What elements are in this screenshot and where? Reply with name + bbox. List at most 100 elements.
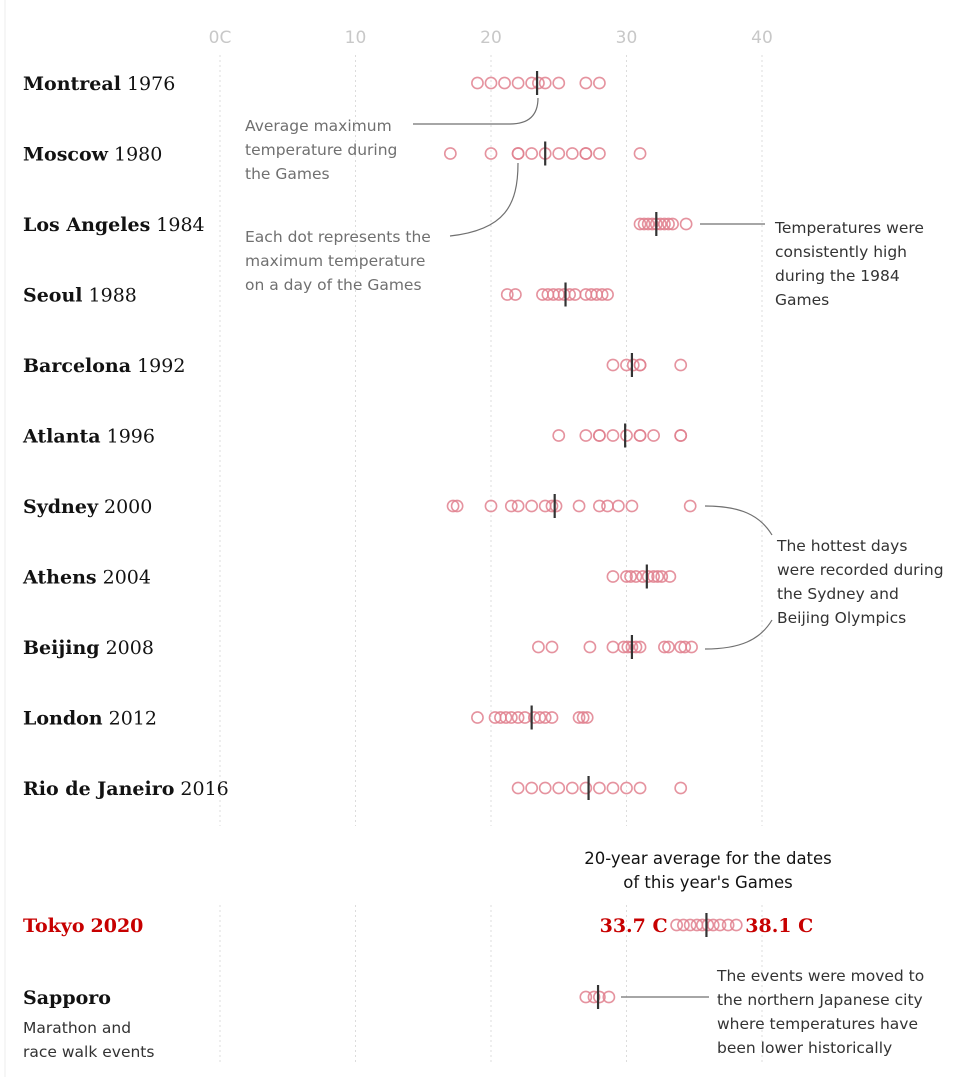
row-seoul-1988-label: Seoul 1988	[23, 285, 137, 307]
row-los-angeles-1984-dot-2	[641, 217, 655, 231]
row-rio-de-janeiro-2016-dot-1	[525, 781, 539, 795]
row-barcelona-1992-label: Barcelona 1992	[23, 355, 185, 377]
row-tokyo-2020-dot-1	[677, 918, 690, 932]
row-beijing-2008-dot-4	[617, 640, 631, 654]
annotation-hottest: The hottest days were recorded during th…	[704, 505, 944, 650]
row-tokyo-2020-dot-2	[683, 918, 697, 932]
row-barcelona-1992-dot-0	[606, 358, 620, 372]
annotation-sapporo-line-4: been lower historically	[717, 1039, 892, 1057]
annotation-sapporo: The events were moved to the northern Ja…	[621, 967, 924, 1057]
row-los-angeles-1984-city: Los Angeles	[23, 214, 150, 236]
row-atlanta-1996-city: Atlanta	[22, 426, 101, 448]
row-rio-de-janeiro-2016-city: Rio de Janeiro	[23, 778, 174, 800]
x-tick-label-20: 20	[480, 28, 502, 48]
row-sydney-2000-label: Sydney 2000	[23, 496, 152, 518]
row-montreal-1976-dot-2	[498, 76, 511, 90]
row-montreal-1976-dot-8	[579, 76, 593, 90]
row-montreal-1976-city: Montreal	[23, 73, 121, 95]
row-beijing-2008-dot-10	[662, 640, 675, 654]
row-barcelona-1992-city: Barcelona	[23, 355, 131, 377]
row-atlanta-1996-dot-5	[620, 429, 633, 442]
annotation-la-line-2: consistently high	[775, 243, 907, 261]
row-rio-de-janeiro-2016-label: Rio de Janeiro 2016	[23, 778, 229, 800]
row-sydney-2000-dot-9	[572, 499, 586, 513]
annotation-twenty-year: 20-year average for the dates of this ye…	[584, 849, 832, 892]
row-london-2012-dot-8	[533, 711, 547, 724]
sapporo-sub-label-2: race walk events	[23, 1043, 154, 1061]
row-rio-de-janeiro-2016-dot-9	[633, 781, 647, 795]
row-moscow-1980-dot-0	[443, 147, 457, 160]
row-rio-de-janeiro-2016-dot-8	[620, 781, 633, 795]
row-seoul-1988-city: Seoul	[23, 285, 83, 307]
row-athens-2004-dot-3	[629, 570, 643, 583]
row-barcelona-1992-dot-5	[674, 358, 688, 372]
row-montreal-1976-dot-1	[484, 76, 498, 90]
x-tick-label-30: 30	[616, 28, 638, 48]
row-moscow-1980-city: Moscow	[23, 144, 109, 166]
annotation-average-leader	[413, 97, 539, 125]
row-sydney-2000-dot-8	[549, 499, 563, 513]
row-barcelona-1992-year: 1992	[137, 355, 185, 377]
row-montreal-1976-dot-3	[511, 76, 525, 90]
row-beijing-2008-label: Beijing 2008	[23, 637, 154, 659]
row-athens-2004-dot-5	[641, 570, 655, 583]
row-atlanta-1996-dot-1	[579, 429, 593, 442]
row-montreal-1976: Montreal 1976	[23, 71, 606, 95]
row-tokyo-2020-city: Tokyo	[23, 915, 85, 937]
row-moscow-1980-dot-11	[633, 147, 647, 160]
row-moscow-1980-year: 1980	[114, 144, 162, 166]
row-london-2012-label: London 2012	[23, 708, 157, 730]
annotation-sapporo-line-3: where temperatures have	[717, 1015, 918, 1033]
row-moscow-1980-label: Moscow 1980	[23, 144, 162, 166]
row-moscow-1980-dot-10	[593, 147, 606, 160]
row-athens-2004-dot-9	[663, 570, 677, 583]
row-moscow-1980-dot-1	[484, 147, 498, 160]
row-tokyo-2020-dot-6	[706, 918, 720, 932]
row-beijing-2008-dot-9	[658, 640, 671, 654]
row-rio-de-janeiro-2016-dot-10	[674, 781, 688, 795]
sapporo-sub-label-1: Marathon and	[23, 1019, 131, 1037]
row-atlanta-1996-label: Atlanta 1996	[22, 426, 155, 448]
x-tick-label-10: 10	[345, 28, 367, 48]
annotation-dot-line-1: Each dot represents the	[245, 228, 431, 246]
row-beijing-2008-dot-12	[678, 640, 692, 654]
row-los-angeles-1984-dot-0	[633, 217, 647, 231]
row-atlanta-1996-dot-0	[552, 429, 566, 442]
row-los-angeles-1984-label: Los Angeles 1984	[23, 214, 205, 236]
row-barcelona-1992-dot-4	[633, 358, 647, 372]
row-montreal-1976-dot-0	[471, 76, 484, 90]
row-montreal-1976-dot-7	[552, 76, 566, 90]
row-beijing-2008-dot-3	[606, 640, 620, 654]
annotation-hottest-line-1: The hottest days	[776, 537, 907, 555]
row-beijing-2008-dot-0	[532, 640, 545, 654]
row-sapporo-label: Sapporo	[23, 987, 111, 1009]
row-seoul-1988-year: 1988	[89, 285, 137, 307]
annotation-hottest-line-3: the Sydney and	[777, 585, 899, 603]
row-beijing-2008-dot-5	[621, 640, 635, 654]
row-sydney-2000-city: Sydney	[23, 496, 99, 518]
row-athens-2004-city: Athens	[22, 567, 97, 589]
row-tokyo-2020-year: 2020	[91, 915, 144, 937]
row-atlanta-1996: Atlanta 1996	[22, 423, 688, 448]
row-los-angeles-1984: Los Angeles 1984	[23, 212, 693, 236]
row-seoul-1988-dot-7	[563, 288, 576, 301]
row-rio-de-janeiro-2016-year: 2016	[180, 778, 228, 800]
row-london-2012-dot-6	[518, 711, 532, 724]
row-athens-2004: Athens 2004	[22, 564, 677, 589]
row-los-angeles-1984-dot-5	[653, 217, 667, 231]
row-athens-2004-dot-1	[620, 570, 633, 583]
tokyo-max-label: 38.1 C	[745, 915, 813, 937]
row-tokyo-2020-dot-5	[701, 918, 715, 932]
annotation-hottest-leader-beijing	[704, 619, 773, 650]
row-beijing-2008-dot-7	[629, 640, 643, 654]
tokyo-min-label: 33.7 C	[600, 915, 668, 937]
row-sapporo-dot-3	[602, 990, 616, 1004]
row-atlanta-1996-dot-4	[606, 429, 620, 442]
annotation-dot-line-2: maximum temperature	[245, 252, 425, 270]
row-sydney-2000-dot-7	[545, 499, 559, 513]
row-rio-de-janeiro-2016-dot-2	[538, 781, 552, 795]
row-beijing-2008-city: Beijing	[23, 637, 100, 659]
annotation-average: Average maximum temperature during the G…	[245, 97, 539, 183]
row-los-angeles-1984-dot-9	[679, 217, 693, 231]
